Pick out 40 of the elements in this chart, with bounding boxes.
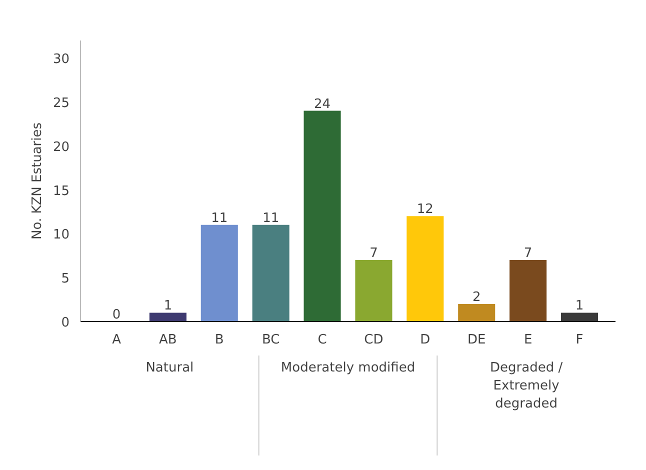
x-tick-label: BC	[262, 332, 280, 348]
y-tick-label: 0	[61, 316, 70, 330]
x-tick-label: CD	[364, 332, 384, 348]
data-label: 11	[262, 210, 280, 226]
data-label: 24	[314, 96, 331, 112]
text: Moderately modified	[280, 360, 416, 376]
data-label: 11	[211, 210, 228, 226]
bar	[252, 224, 290, 322]
bar	[355, 260, 392, 322]
bar	[149, 312, 186, 322]
bar	[458, 304, 496, 322]
data-label: 1	[164, 298, 172, 314]
data-label: 7	[524, 246, 532, 262]
bar	[406, 216, 444, 322]
y-tick-label: 25	[52, 96, 70, 111]
text: Degraded / Extremely degraded	[490, 360, 564, 412]
data-label: 12	[416, 202, 434, 218]
bar	[304, 110, 341, 322]
x-tick-label: D	[420, 332, 430, 348]
x-tick-label: DE	[467, 332, 486, 348]
bar	[560, 312, 598, 322]
x-tick-label: F	[576, 332, 584, 348]
bar	[200, 224, 238, 322]
x-tick-label: E	[524, 332, 532, 348]
bar	[510, 260, 547, 322]
data-label: 0	[112, 308, 121, 322]
text: Natural	[146, 360, 194, 376]
y-tick-label: 15	[52, 184, 70, 199]
x-tick-label: A	[112, 332, 122, 348]
data-label: 1	[575, 298, 584, 314]
x-tick-label: C	[318, 332, 327, 348]
x-tick-label: AB	[159, 332, 177, 348]
y-tick-label: 10	[52, 228, 70, 243]
y-tick-label: 5	[61, 272, 70, 287]
x-tick-label: B	[214, 332, 224, 348]
data-label: 7	[370, 246, 378, 262]
data-label: 2	[472, 290, 481, 305]
y-axis-title: No. KZN Estuaries	[30, 122, 45, 240]
y-tick-label: 20	[52, 140, 70, 155]
y-tick-label: 30	[52, 52, 70, 68]
